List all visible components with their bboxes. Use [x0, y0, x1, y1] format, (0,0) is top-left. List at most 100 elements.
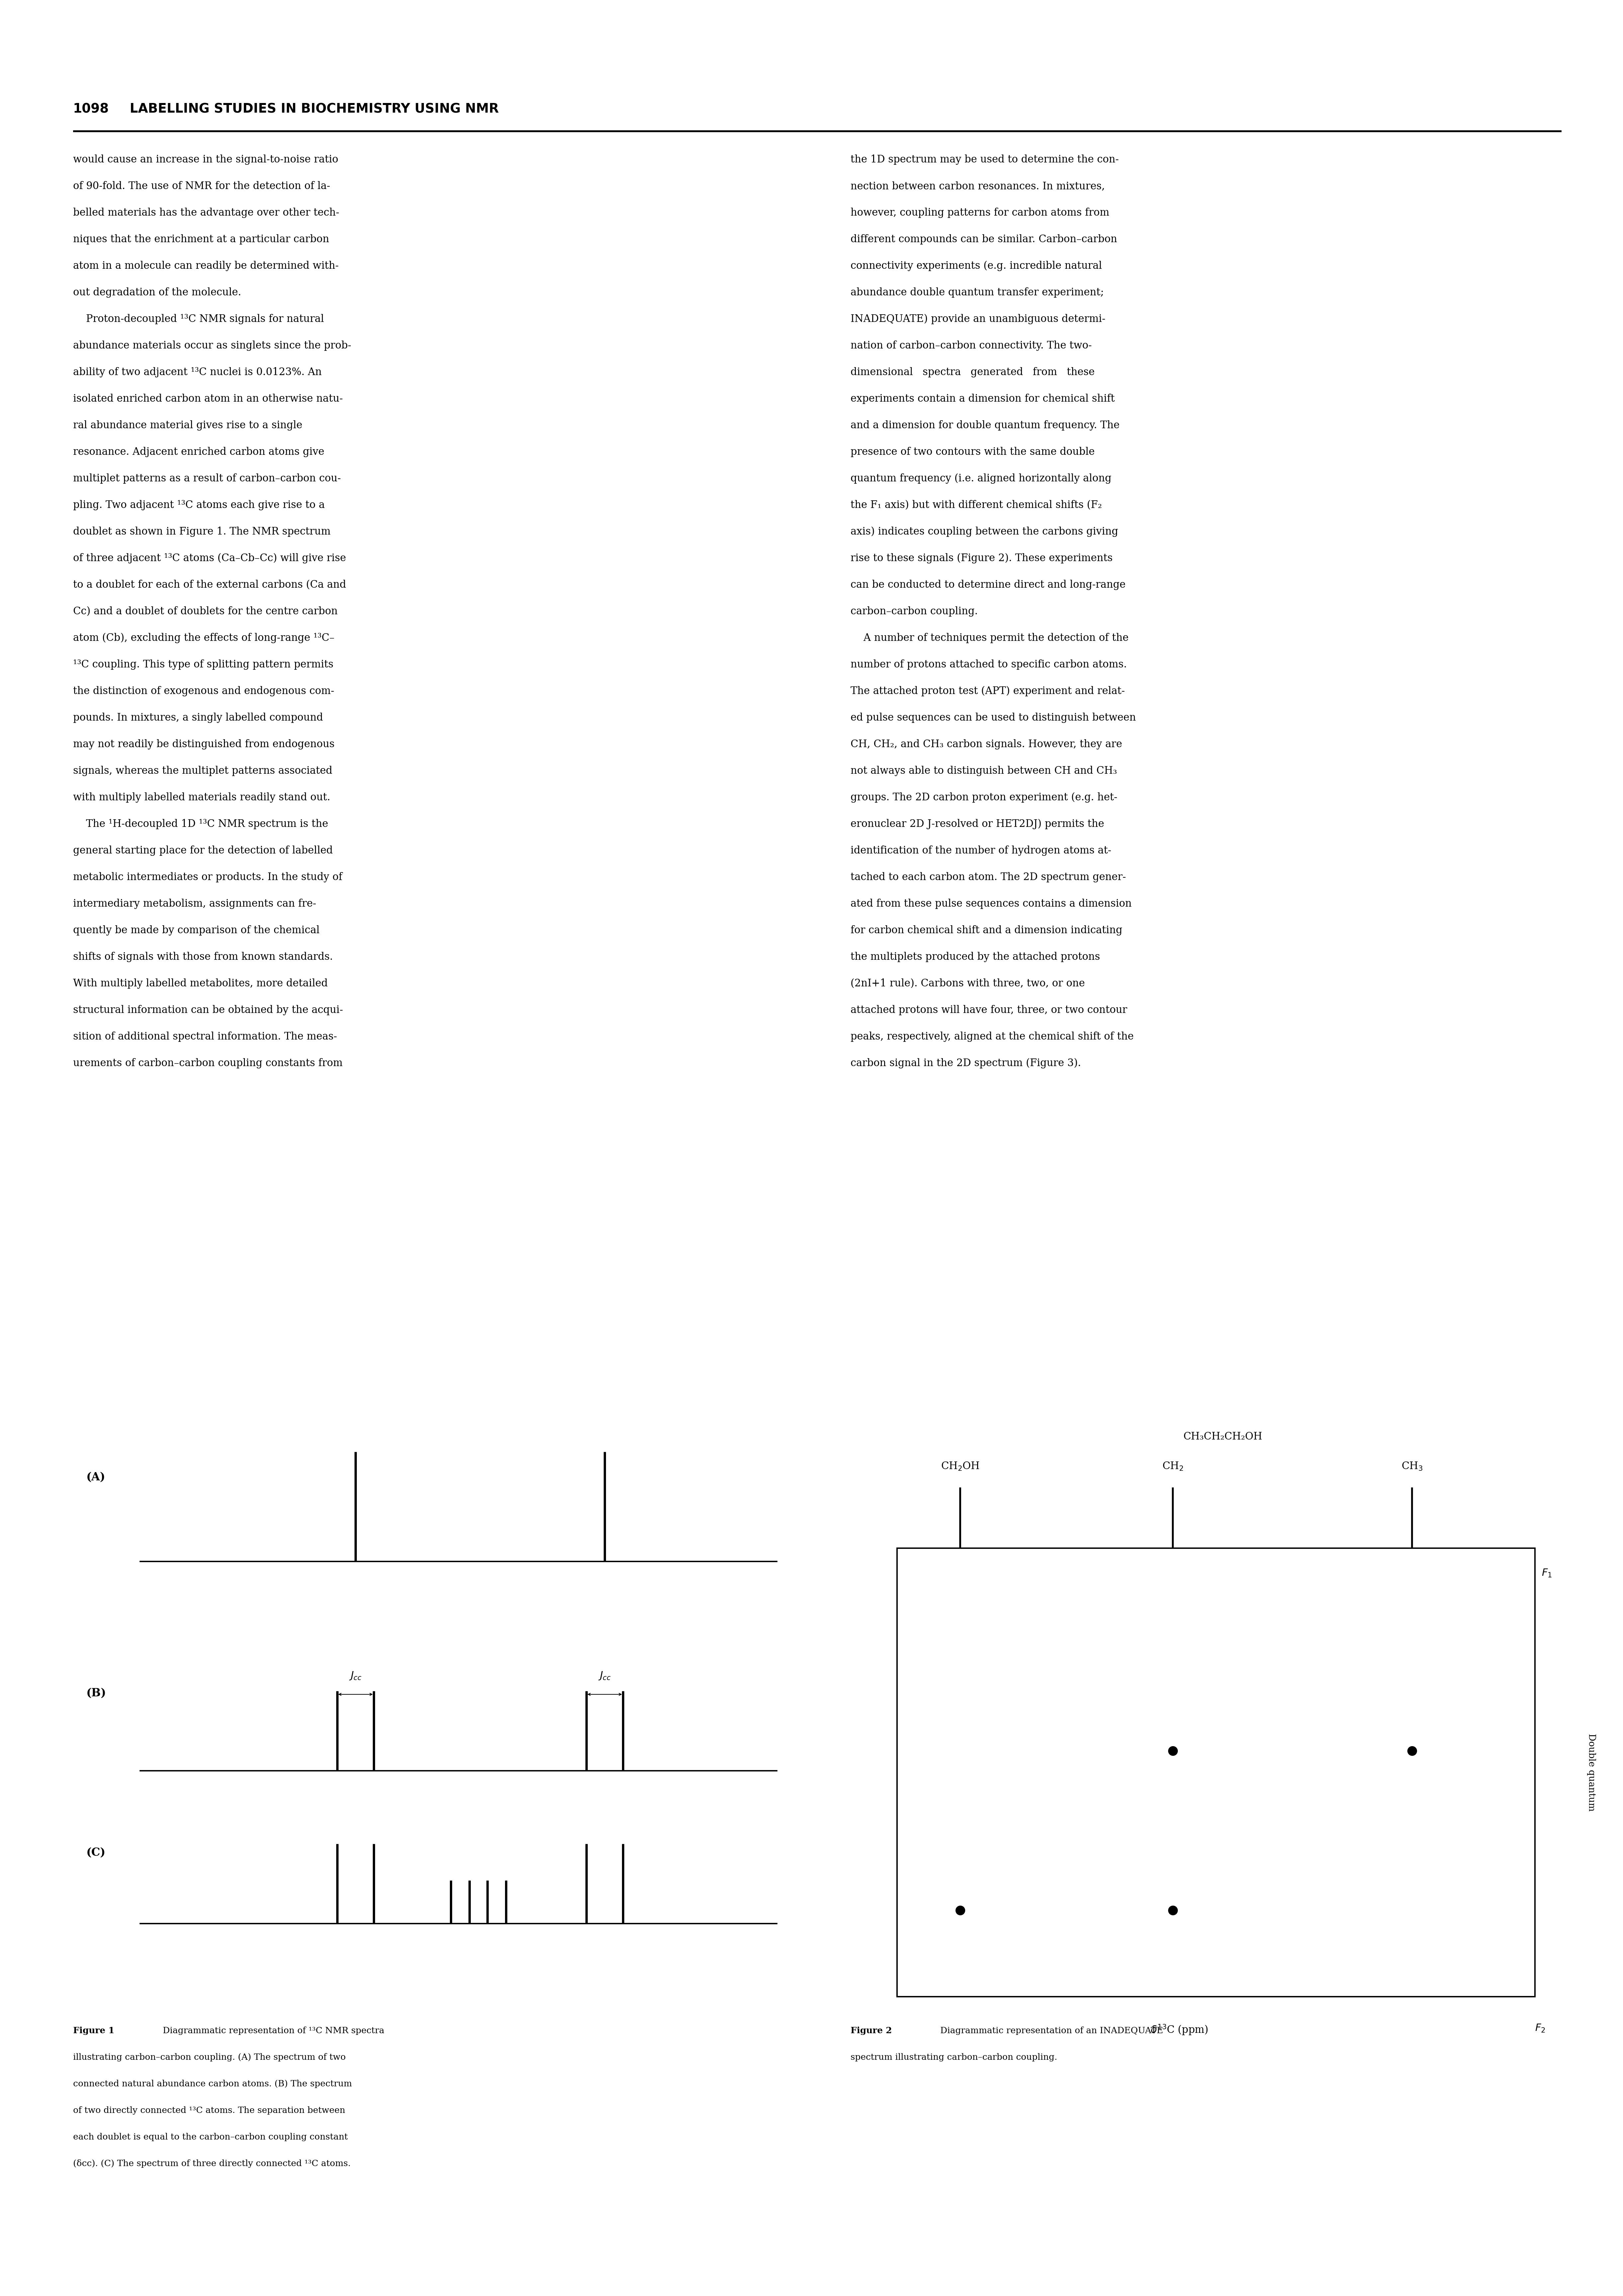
Text: LABELLING STUDIES IN BIOCHEMISTRY USING NMR: LABELLING STUDIES IN BIOCHEMISTRY USING …: [117, 103, 498, 115]
Text: ability of two adjacent ¹³C nuclei is 0.0123%. An: ability of two adjacent ¹³C nuclei is 0.…: [73, 367, 321, 377]
Text: the 1D spectrum may be used to determine the con-: the 1D spectrum may be used to determine…: [850, 154, 1118, 165]
Text: ral abundance material gives rise to a single: ral abundance material gives rise to a s…: [73, 420, 302, 432]
Text: eronuclear 2D J-resolved or HET2DJ) permits the: eronuclear 2D J-resolved or HET2DJ) perm…: [850, 820, 1104, 829]
Text: $J_{cc}$: $J_{cc}$: [349, 1671, 362, 1681]
Text: CH$_2$: CH$_2$: [1162, 1460, 1183, 1472]
Text: (2nI+1 rule). Carbons with three, two, or one: (2nI+1 rule). Carbons with three, two, o…: [850, 978, 1084, 990]
Text: 1098: 1098: [73, 103, 109, 115]
Text: The ¹H-decoupled 1D ¹³C NMR spectrum is the: The ¹H-decoupled 1D ¹³C NMR spectrum is …: [73, 820, 328, 829]
Text: Diagrammatic representation of ¹³C NMR spectra: Diagrammatic representation of ¹³C NMR s…: [162, 2027, 385, 2034]
Text: general starting place for the detection of labelled: general starting place for the detection…: [73, 845, 333, 856]
Text: carbon–carbon coupling.: carbon–carbon coupling.: [850, 606, 977, 618]
Point: [1160, 1733, 1186, 1770]
Text: nation of carbon–carbon connectivity. The two-: nation of carbon–carbon connectivity. Th…: [850, 340, 1092, 351]
Text: illustrating carbon–carbon coupling. (A) The spectrum of two: illustrating carbon–carbon coupling. (A)…: [73, 2053, 346, 2062]
Text: out degradation of the molecule.: out degradation of the molecule.: [73, 287, 242, 298]
Text: $F_1$: $F_1$: [1542, 1568, 1552, 1577]
Text: of two directly connected ¹³C atoms. The separation between: of two directly connected ¹³C atoms. The…: [73, 2105, 346, 2115]
Text: can be conducted to determine direct and long-range: can be conducted to determine direct and…: [850, 579, 1126, 590]
Text: abundance materials occur as singlets since the prob-: abundance materials occur as singlets si…: [73, 340, 351, 351]
Text: Double quantum: Double quantum: [1587, 1733, 1595, 1812]
Text: Figure 2: Figure 2: [850, 2027, 893, 2034]
Text: shifts of signals with those from known standards.: shifts of signals with those from known …: [73, 953, 333, 962]
Point: [1160, 1892, 1186, 1929]
Text: $F_2$: $F_2$: [1535, 2023, 1545, 2034]
Text: may not readily be distinguished from endogenous: may not readily be distinguished from en…: [73, 739, 334, 748]
Point: [948, 1892, 974, 1929]
Text: axis) indicates coupling between the carbons giving: axis) indicates coupling between the car…: [850, 526, 1118, 537]
Text: Cc) and a doublet of doublets for the centre carbon: Cc) and a doublet of doublets for the ce…: [73, 606, 338, 618]
Text: spectrum illustrating carbon–carbon coupling.: spectrum illustrating carbon–carbon coup…: [850, 2053, 1057, 2062]
Text: abundance double quantum transfer experiment;: abundance double quantum transfer experi…: [850, 287, 1104, 298]
Text: connectivity experiments (e.g. incredible natural: connectivity experiments (e.g. incredibl…: [850, 262, 1102, 271]
Text: different compounds can be similar. Carbon–carbon: different compounds can be similar. Carb…: [850, 234, 1117, 243]
Text: (A): (A): [86, 1472, 105, 1483]
Text: presence of two contours with the same double: presence of two contours with the same d…: [850, 448, 1094, 457]
Text: structural information can be obtained by the acqui-: structural information can be obtained b…: [73, 1006, 342, 1015]
Text: ated from these pulse sequences contains a dimension: ated from these pulse sequences contains…: [850, 898, 1131, 909]
Text: A number of techniques permit the detection of the: A number of techniques permit the detect…: [850, 634, 1128, 643]
Text: The attached proton test (APT) experiment and relat-: The attached proton test (APT) experimen…: [850, 687, 1125, 696]
Text: $\delta^{13}$C (ppm): $\delta^{13}$C (ppm): [1151, 2023, 1208, 2037]
Text: multiplet patterns as a result of carbon–carbon cou-: multiplet patterns as a result of carbon…: [73, 473, 341, 484]
Text: $J_{cc}$: $J_{cc}$: [599, 1671, 612, 1681]
Text: not always able to distinguish between CH and CH₃: not always able to distinguish between C…: [850, 767, 1117, 776]
Text: rise to these signals (Figure 2). These experiments: rise to these signals (Figure 2). These …: [850, 553, 1113, 563]
Text: (B): (B): [86, 1688, 105, 1699]
Text: for carbon chemical shift and a dimension indicating: for carbon chemical shift and a dimensio…: [850, 925, 1123, 934]
Text: CH$_3$: CH$_3$: [1401, 1460, 1423, 1472]
Point: [1399, 1733, 1425, 1770]
Text: experiments contain a dimension for chemical shift: experiments contain a dimension for chem…: [850, 393, 1115, 404]
Text: Figure 1: Figure 1: [73, 2027, 115, 2034]
Text: however, coupling patterns for carbon atoms from: however, coupling patterns for carbon at…: [850, 207, 1110, 218]
Text: atom (Cb), excluding the effects of long-range ¹³C–: atom (Cb), excluding the effects of long…: [73, 634, 334, 643]
Text: atom in a molecule can readily be determined with-: atom in a molecule can readily be determ…: [73, 262, 339, 271]
Text: ed pulse sequences can be used to distinguish between: ed pulse sequences can be used to distin…: [850, 712, 1136, 723]
Text: the multiplets produced by the attached protons: the multiplets produced by the attached …: [850, 953, 1100, 962]
Text: of 90-fold. The use of NMR for the detection of la-: of 90-fold. The use of NMR for the detec…: [73, 181, 329, 191]
Text: carbon signal in the 2D spectrum (Figure 3).: carbon signal in the 2D spectrum (Figure…: [850, 1058, 1081, 1068]
Text: each doublet is equal to the carbon–carbon coupling constant: each doublet is equal to the carbon–carb…: [73, 2133, 347, 2142]
Text: groups. The 2D carbon proton experiment (e.g. het-: groups. The 2D carbon proton experiment …: [850, 792, 1117, 804]
Text: quantum frequency (i.e. aligned horizontally along: quantum frequency (i.e. aligned horizont…: [850, 473, 1112, 484]
Text: metabolic intermediates or products. In the study of: metabolic intermediates or products. In …: [73, 872, 342, 882]
Text: CH₃CH₂CH₂OH: CH₃CH₂CH₂OH: [1183, 1430, 1263, 1442]
Text: connected natural abundance carbon atoms. (B) The spectrum: connected natural abundance carbon atoms…: [73, 2080, 352, 2087]
Text: Proton-decoupled ¹³C NMR signals for natural: Proton-decoupled ¹³C NMR signals for nat…: [73, 315, 325, 324]
Text: peaks, respectively, aligned at the chemical shift of the: peaks, respectively, aligned at the chem…: [850, 1031, 1134, 1042]
Text: (C): (C): [86, 1848, 105, 1857]
Text: intermediary metabolism, assignments can fre-: intermediary metabolism, assignments can…: [73, 898, 316, 909]
Text: INADEQUATE) provide an unambiguous determi-: INADEQUATE) provide an unambiguous deter…: [850, 315, 1105, 324]
Text: would cause an increase in the signal-to-noise ratio: would cause an increase in the signal-to…: [73, 154, 338, 165]
Text: attached protons will have four, three, or two contour: attached protons will have four, three, …: [850, 1006, 1126, 1015]
Text: signals, whereas the multiplet patterns associated: signals, whereas the multiplet patterns …: [73, 767, 333, 776]
Text: of three adjacent ¹³C atoms (Ca–Cb–Cc) will give rise: of three adjacent ¹³C atoms (Ca–Cb–Cc) w…: [73, 553, 346, 563]
Text: CH$_2$OH: CH$_2$OH: [941, 1460, 980, 1472]
Text: urements of carbon–carbon coupling constants from: urements of carbon–carbon coupling const…: [73, 1058, 342, 1068]
Text: sition of additional spectral information. The meas-: sition of additional spectral informatio…: [73, 1031, 338, 1042]
Text: dimensional   spectra   generated   from   these: dimensional spectra generated from these: [850, 367, 1094, 377]
Text: CH, CH₂, and CH₃ carbon signals. However, they are: CH, CH₂, and CH₃ carbon signals. However…: [850, 739, 1121, 748]
Text: pling. Two adjacent ¹³C atoms each give rise to a: pling. Two adjacent ¹³C atoms each give …: [73, 501, 325, 510]
Text: identification of the number of hydrogen atoms at-: identification of the number of hydrogen…: [850, 845, 1112, 856]
Text: and a dimension for double quantum frequency. The: and a dimension for double quantum frequ…: [850, 420, 1120, 432]
Text: the F₁ axis) but with different chemical shifts (F₂: the F₁ axis) but with different chemical…: [850, 501, 1102, 510]
Text: isolated enriched carbon atom in an otherwise natu-: isolated enriched carbon atom in an othe…: [73, 393, 342, 404]
Text: belled materials has the advantage over other tech-: belled materials has the advantage over …: [73, 207, 339, 218]
Text: with multiply labelled materials readily stand out.: with multiply labelled materials readily…: [73, 792, 331, 804]
Text: tached to each carbon atom. The 2D spectrum gener-: tached to each carbon atom. The 2D spect…: [850, 872, 1126, 882]
Text: ¹³C coupling. This type of splitting pattern permits: ¹³C coupling. This type of splitting pat…: [73, 659, 333, 670]
Text: doublet as shown in Figure 1. The NMR spectrum: doublet as shown in Figure 1. The NMR sp…: [73, 526, 331, 537]
Text: With multiply labelled metabolites, more detailed: With multiply labelled metabolites, more…: [73, 978, 328, 990]
Text: Diagrammatic representation of an INADEQUATE: Diagrammatic representation of an INADEQ…: [940, 2027, 1164, 2034]
Text: quently be made by comparison of the chemical: quently be made by comparison of the che…: [73, 925, 320, 934]
Text: nection between carbon resonances. In mixtures,: nection between carbon resonances. In mi…: [850, 181, 1105, 191]
Text: pounds. In mixtures, a singly labelled compound: pounds. In mixtures, a singly labelled c…: [73, 712, 323, 723]
Text: the distinction of exogenous and endogenous com-: the distinction of exogenous and endogen…: [73, 687, 334, 696]
Text: resonance. Adjacent enriched carbon atoms give: resonance. Adjacent enriched carbon atom…: [73, 448, 325, 457]
Text: niques that the enrichment at a particular carbon: niques that the enrichment at a particul…: [73, 234, 329, 243]
Bar: [898, 1548, 1535, 1998]
Text: number of protons attached to specific carbon atoms.: number of protons attached to specific c…: [850, 659, 1126, 670]
Text: (δcc). (C) The spectrum of three directly connected ¹³C atoms.: (δcc). (C) The spectrum of three directl…: [73, 2161, 351, 2167]
Text: to a doublet for each of the external carbons (Ca and: to a doublet for each of the external ca…: [73, 579, 346, 590]
